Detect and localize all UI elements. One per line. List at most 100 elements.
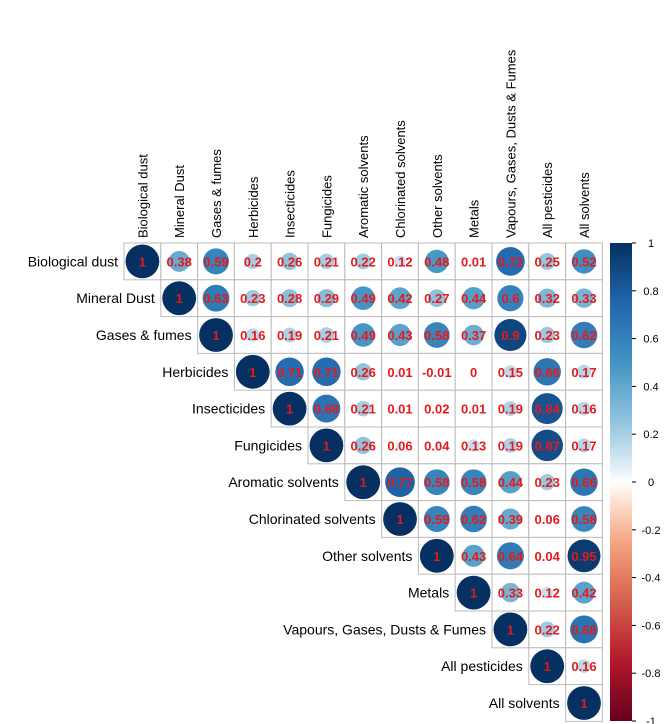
correlation-value: 0.42 <box>571 586 596 601</box>
correlation-value: 0.43 <box>461 549 486 564</box>
correlation-value: 0.66 <box>535 365 560 380</box>
correlation-value: 0.23 <box>535 475 560 490</box>
correlation-circle <box>577 659 591 673</box>
correlation-value: 0.33 <box>498 586 523 601</box>
correlation-value: 0.58 <box>571 512 596 527</box>
correlation-value: 0.84 <box>535 402 561 417</box>
correlation-circle <box>280 289 299 308</box>
correlation-circle <box>162 281 197 316</box>
correlation-value: 0.49 <box>351 328 376 343</box>
correlation-circle <box>573 581 595 604</box>
correlation-circle <box>471 406 476 411</box>
correlation-value: 0.38 <box>167 254 192 269</box>
correlation-value: 0.27 <box>424 291 449 306</box>
correlation-circle <box>462 286 485 310</box>
correlation-circle <box>460 505 487 533</box>
row-label: Biological dust <box>28 253 118 269</box>
correlation-value: 0.48 <box>424 254 449 269</box>
correlation-circle <box>497 285 524 312</box>
correlation-circle <box>419 538 454 573</box>
row-label: Fungicides <box>234 437 302 453</box>
correlation-value: 0.12 <box>535 586 560 601</box>
correlation-value: 0.04 <box>424 438 450 453</box>
correlation-circle <box>496 542 524 570</box>
correlation-value: 0.16 <box>571 659 596 674</box>
correlation-circle <box>574 288 594 308</box>
correlation-circle <box>423 322 450 348</box>
grid-cell <box>565 647 603 686</box>
correlation-value: 0.6 <box>501 291 519 306</box>
column-label: Mineral Dust <box>172 165 187 238</box>
correlation-value: 1 <box>176 291 183 306</box>
color-bar <box>610 243 632 721</box>
correlation-circle <box>530 649 565 684</box>
correlation-value: 0.01 <box>387 402 412 417</box>
column-label: Aromatic solvents <box>356 135 371 238</box>
correlation-circle <box>235 354 270 389</box>
correlation-circle <box>471 259 476 264</box>
column-label: All pesticides <box>540 162 555 238</box>
correlation-value: 1 <box>507 622 514 637</box>
correlation-value: 0.16 <box>571 402 596 417</box>
correlation-value: 0.19 <box>498 402 523 417</box>
correlation-circle <box>577 438 591 453</box>
correlation-circle <box>318 253 335 270</box>
correlation-circle <box>395 441 405 450</box>
correlation-circle <box>577 364 591 379</box>
correlation-circle <box>463 324 484 346</box>
correlation-circle <box>499 508 521 530</box>
column-label: Metals <box>467 199 482 238</box>
legend-tick-label: 0.4 <box>643 381 658 393</box>
legend-tick-label: -0.2 <box>642 525 661 537</box>
correlation-circle <box>539 326 556 344</box>
correlation-value: 0.95 <box>571 549 596 564</box>
legend-tick-label: 0.8 <box>643 286 658 298</box>
correlation-value: 0.44 <box>498 475 524 490</box>
correlation-value: 0.58 <box>424 328 449 343</box>
correlation-circle <box>282 327 297 343</box>
row-label: Gases & fumes <box>96 327 192 343</box>
correlation-value: 0.71 <box>314 365 339 380</box>
correlation-circle <box>496 247 525 276</box>
correlation-circle <box>467 439 480 452</box>
row-label: Chlorinated solvents <box>249 511 376 527</box>
correlation-value: 0.13 <box>461 438 486 453</box>
correlation-circle <box>567 539 601 573</box>
correlation-value: 0.37 <box>461 328 486 343</box>
row-label: Insecticides <box>192 401 265 417</box>
correlation-value: 0.23 <box>240 291 265 306</box>
correlation-circle <box>570 321 598 349</box>
correlation-circle <box>168 250 190 272</box>
correlation-circle <box>531 429 563 462</box>
correlation-value: 1 <box>433 549 440 564</box>
row-labels: Biological dust Mineral Dust Gases & fumes… <box>28 253 560 711</box>
column-label: Other solvents <box>430 154 445 238</box>
correlation-value: 0.72 <box>498 254 523 269</box>
correlation-circle <box>500 582 521 603</box>
legend-tick-label: -0.4 <box>642 573 661 585</box>
column-label: Fungicides <box>319 175 334 238</box>
row-label: Metals <box>408 585 449 601</box>
correlation-value: 0.63 <box>203 291 228 306</box>
correlation-value: 0.16 <box>240 328 265 343</box>
correlation-value: 0.62 <box>571 328 596 343</box>
correlation-circle <box>318 327 335 343</box>
correlation-circle <box>272 391 307 426</box>
correlation-value: 1 <box>212 328 219 343</box>
correlation-value: 0.17 <box>571 365 596 380</box>
correlation-value: 0.01 <box>461 254 486 269</box>
correlation-value: 0.52 <box>571 254 596 269</box>
correlation-circle <box>389 287 411 310</box>
correlation-value: 0.26 <box>277 254 302 269</box>
correlation-circle <box>537 288 557 308</box>
correlation-value: 0.33 <box>571 291 596 306</box>
legend-tick-label: -1 <box>646 716 656 724</box>
correlation-circle <box>245 253 261 269</box>
legend-tick-label: 1 <box>648 238 654 250</box>
correlation-value: 1 <box>470 586 477 601</box>
correlation-circle <box>425 249 449 274</box>
grid-cell <box>454 279 493 318</box>
correlation-value: 0.22 <box>351 254 376 269</box>
correlation-circle <box>533 358 561 386</box>
correlation-value: 0.21 <box>314 254 339 269</box>
